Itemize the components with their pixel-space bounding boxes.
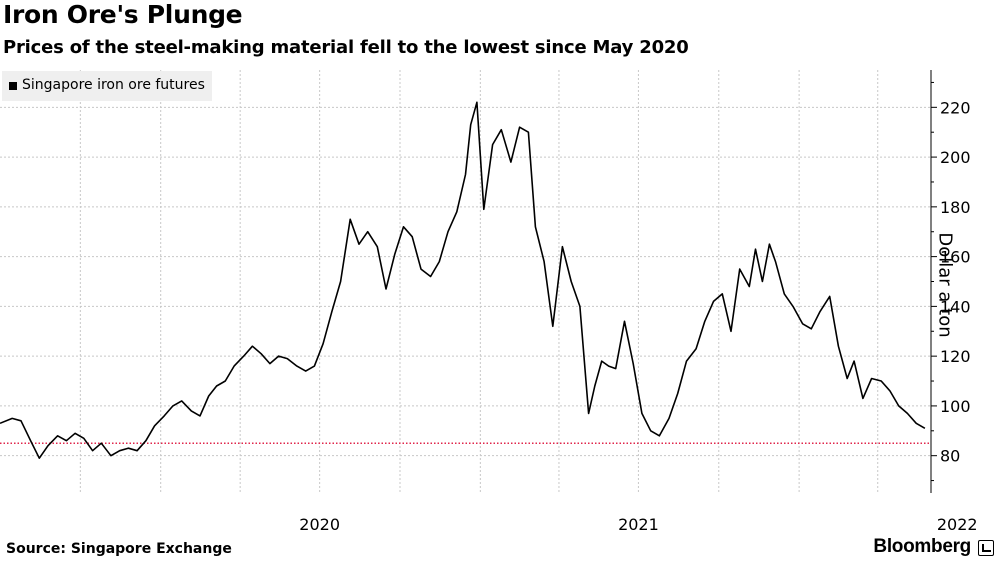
y-tick-label: 100 [940,397,971,416]
y-tick-label: 160 [940,248,971,267]
legend-swatch [9,82,17,90]
y-tick-label: 140 [940,297,971,316]
series-layer [0,101,926,460]
y-tick-label: 80 [940,447,960,466]
x-tick-label: 2022 [937,515,978,534]
x-tick-label: 2020 [299,515,340,534]
y-tick-label: 200 [940,148,971,167]
x-axis: 2020 2021 2022 [299,515,977,534]
source-note: Source: Singapore Exchange [6,541,232,557]
bloomberg-terminal-icon [978,540,994,556]
x-tick-label: 2021 [618,515,659,534]
bloomberg-logo: Bloomberg [873,536,971,557]
series-line-singapore-iron-ore-futures [0,101,926,460]
legend [2,71,212,101]
grid [0,70,931,493]
y-tick-label: 120 [940,347,971,366]
chart-subtitle: Prices of the steel-making material fell… [3,37,689,58]
chart-title: Iron Ore's Plunge [3,0,243,29]
y-tick-label: 180 [940,198,971,217]
y-tick-label: 220 [940,98,971,117]
legend-label: Singapore iron ore futures [22,77,205,93]
y-axis-label: Dollar a ton [934,232,956,338]
y-axis: 80 100 120 140 160 180 200 220 [930,70,971,493]
